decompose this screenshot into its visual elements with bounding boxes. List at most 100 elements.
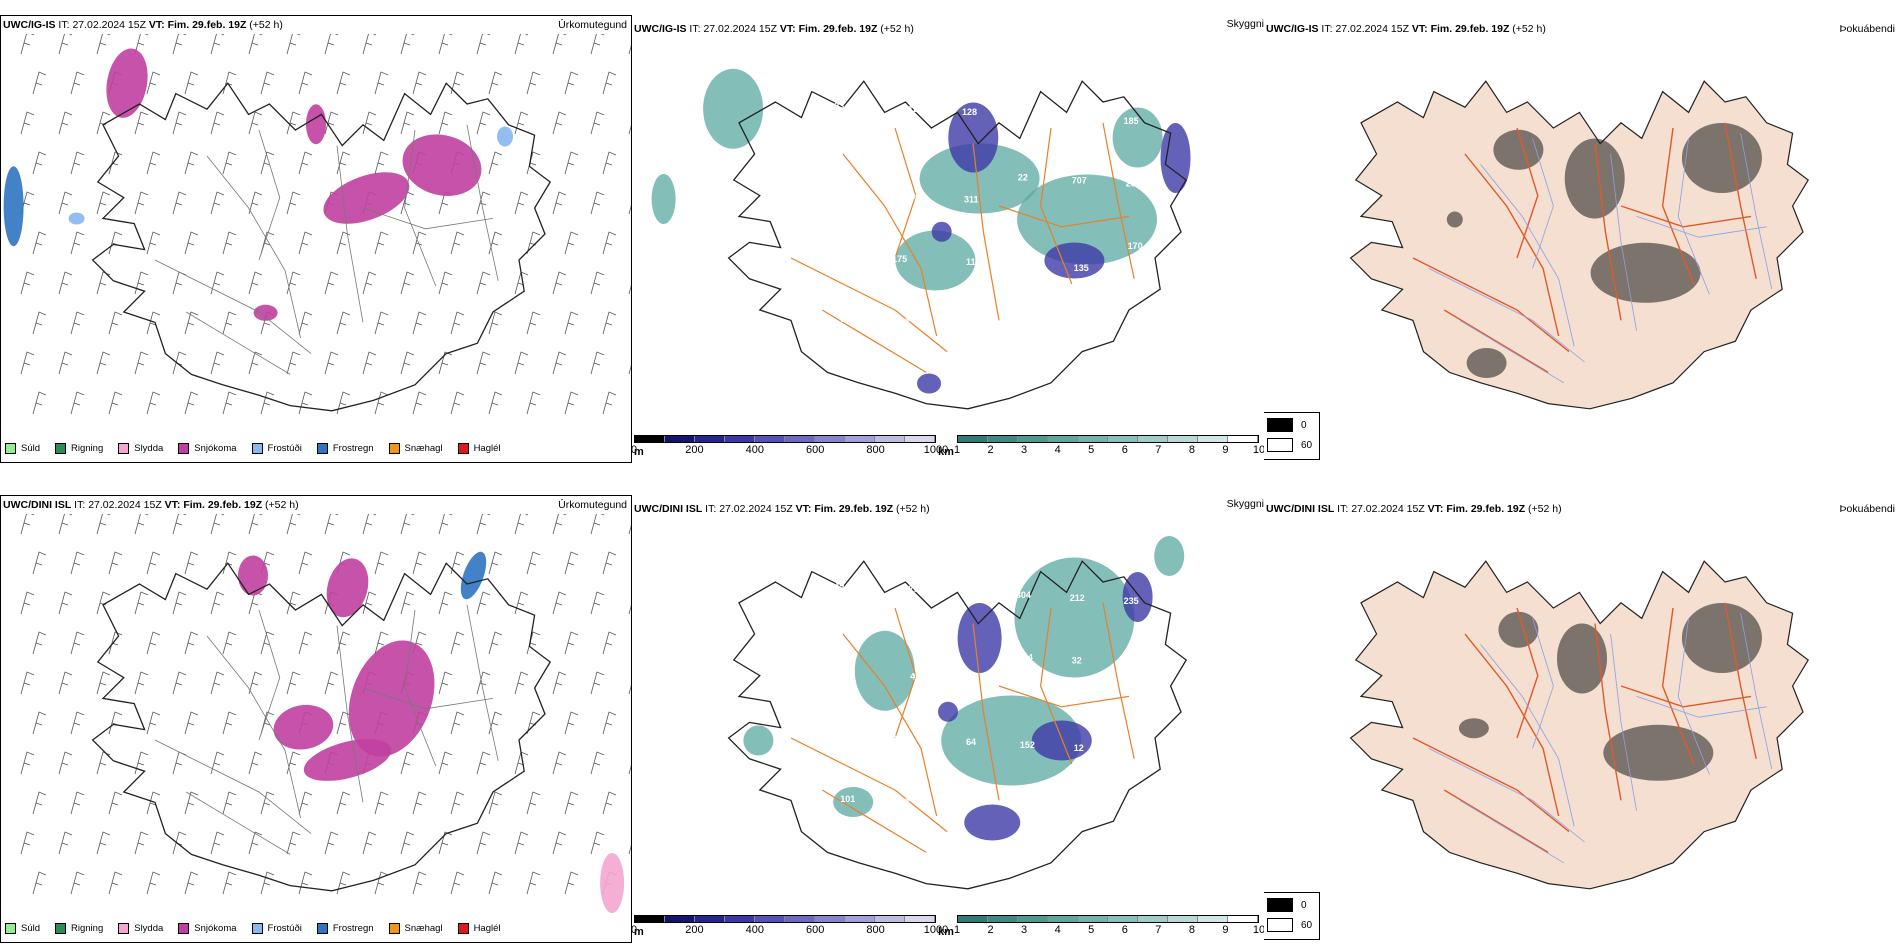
colorbar-cell [845,436,875,442]
vt-value: Fim. 29.feb. 19Z [798,23,878,35]
visibility-value-label: 311 [964,195,979,205]
visibility-value-label: 185 [1124,116,1139,126]
colorbar-cell [905,436,935,442]
colorbar-cell [755,436,785,442]
colorbar-cell [815,916,845,922]
visibility-value-label: 24 [948,320,958,330]
scale-unit-km: km [938,926,954,938]
legend-label: Frostregn [332,922,374,934]
legend-item: 0 [1267,418,1307,432]
visibility-value-label: 328 [962,587,977,597]
model-name: UWC/IG-IS [634,23,687,35]
visibility-value-label: 224 [836,189,851,199]
legend-swatch [457,922,469,934]
legend-item: Slydda [118,442,164,454]
colorbar-ticks: 0 200 400 600 800 1000 [632,444,948,456]
legend-item: Snjókoma [178,442,237,454]
colorbar-tick-label: 1000 [923,444,949,456]
lead-time: (+52 h) [1528,503,1562,515]
colorbar-ticks: 1 2 3 4 5 6 7 8 9 10 [953,444,1264,456]
vt-value: Fim. 29.feb. 19Z [1430,23,1510,35]
lead-time: (+52 h) [265,499,299,511]
legend-item: 0 [1267,898,1307,912]
roads [790,122,1135,373]
model-name: UWC/IG-IS [1266,23,1319,35]
panel-title: Úrkomutegund [558,19,627,31]
low-visibility-area [941,695,1082,786]
legend-label: Slydda [134,442,164,454]
colorbar-tick-label: 7 [1155,444,1162,456]
fog-area [1564,138,1625,219]
visibility-value-label: 334 [1018,653,1033,663]
panel-header: UWC/DINI ISL IT: 27.02.2024 15Z VT: Fim.… [3,499,299,511]
colorbar-cells [634,915,936,923]
wind-barbs [20,514,631,895]
panel-header: UWC/IG-IS IT: 27.02.2024 15Z VT: Fim. 29… [3,19,283,31]
colorbar-tick-label: 800 [866,924,885,936]
legend-label: 60 [1301,919,1313,931]
colorbar-tick-label: 5 [1088,924,1095,936]
colorbar-tick-label: 2 [987,444,994,456]
legend-swatch [178,442,190,454]
colorbar-cell [785,436,815,442]
visibility-value-label: 176 [842,882,857,892]
legend-swatch [118,442,130,454]
legend-swatch [1267,898,1293,912]
visibility-value-label: 32 [1072,656,1082,666]
colorbar-tick-label: 600 [806,924,825,936]
colorbar-tick-label: 1 [953,924,961,936]
visibility-value-label: 860 [910,192,925,202]
panel-header: UWC/IG-IS IT: 27.02.2024 15Z VT: Fim. 29… [1266,23,1546,35]
colorbar-cell [875,916,905,922]
legend-swatch [388,442,400,454]
panel-title: Skyggni [1226,18,1264,30]
precip-map [3,34,631,415]
legend-label: Súld [21,442,41,454]
low-visibility-area [743,725,774,756]
legend-label: Snæhagl [404,922,443,934]
colorbar-tick-label: 0 [632,924,638,936]
visibility-value-label: 101 [840,794,855,804]
colorbar-tick-label: 8 [1188,924,1195,936]
it-value: 27.02.2024 15Z [703,23,777,35]
colorbar-tick-label: 3 [1021,444,1028,456]
fog-area [1493,129,1544,170]
it-label: IT: [705,503,717,515]
visibility-panel-1: UWC/IG-IS IT: 27.02.2024 15Z VT: Fim. 29… [632,15,1264,463]
colorbar-cell [1078,436,1108,442]
visibility-value-label: 397 [948,800,963,810]
visibility-value-label: 49 [834,581,844,591]
colorbar-tick-label: 9 [1222,444,1229,456]
precip-type-panel-1: UWC/IG-IS IT: 27.02.2024 15Z VT: Fim. 29… [0,15,632,463]
vt-value: Fim. 29.feb. 19Z [1446,503,1526,515]
low-visibility-area [833,787,874,817]
visibility-value-label: 131 [1128,721,1143,731]
precip-map [20,514,631,913]
visibility-value-label: 11 [1022,323,1032,333]
colorbar-tick-label: 1 [953,444,961,456]
very-low-visibility-area [964,804,1021,841]
low-visibility-area [854,630,915,711]
legend-swatch [316,922,328,934]
vt-label: VT: [779,23,796,35]
legend-item: Frostúði [251,442,302,454]
model-name: UWC/DINI ISL [3,499,72,511]
legend-swatch [1267,418,1293,432]
legend-label: Frostregn [332,442,374,454]
colorbar-cell [695,916,725,922]
legend-swatch [388,922,400,934]
visibility-value-label: 100 [896,860,911,870]
colorbar-cell [815,436,845,442]
legend-swatch [178,922,190,934]
precip-legend: Súld Rigning Slydda Snjókoma Frostúði Frostre… [5,920,516,936]
model-name: UWC/DINI ISL [1266,503,1335,515]
roads [154,124,499,375]
lead-time: (+52 h) [1512,23,1546,35]
vt-label: VT: [164,499,181,511]
visibility-value-label: 128 [962,107,977,117]
colorbar-cell [1168,916,1198,922]
visibility-value-label: 337 [1130,809,1145,819]
model-name: UWC/IG-IS [3,19,56,31]
it-label: IT: [74,499,86,511]
colorbar-cell [725,436,755,442]
